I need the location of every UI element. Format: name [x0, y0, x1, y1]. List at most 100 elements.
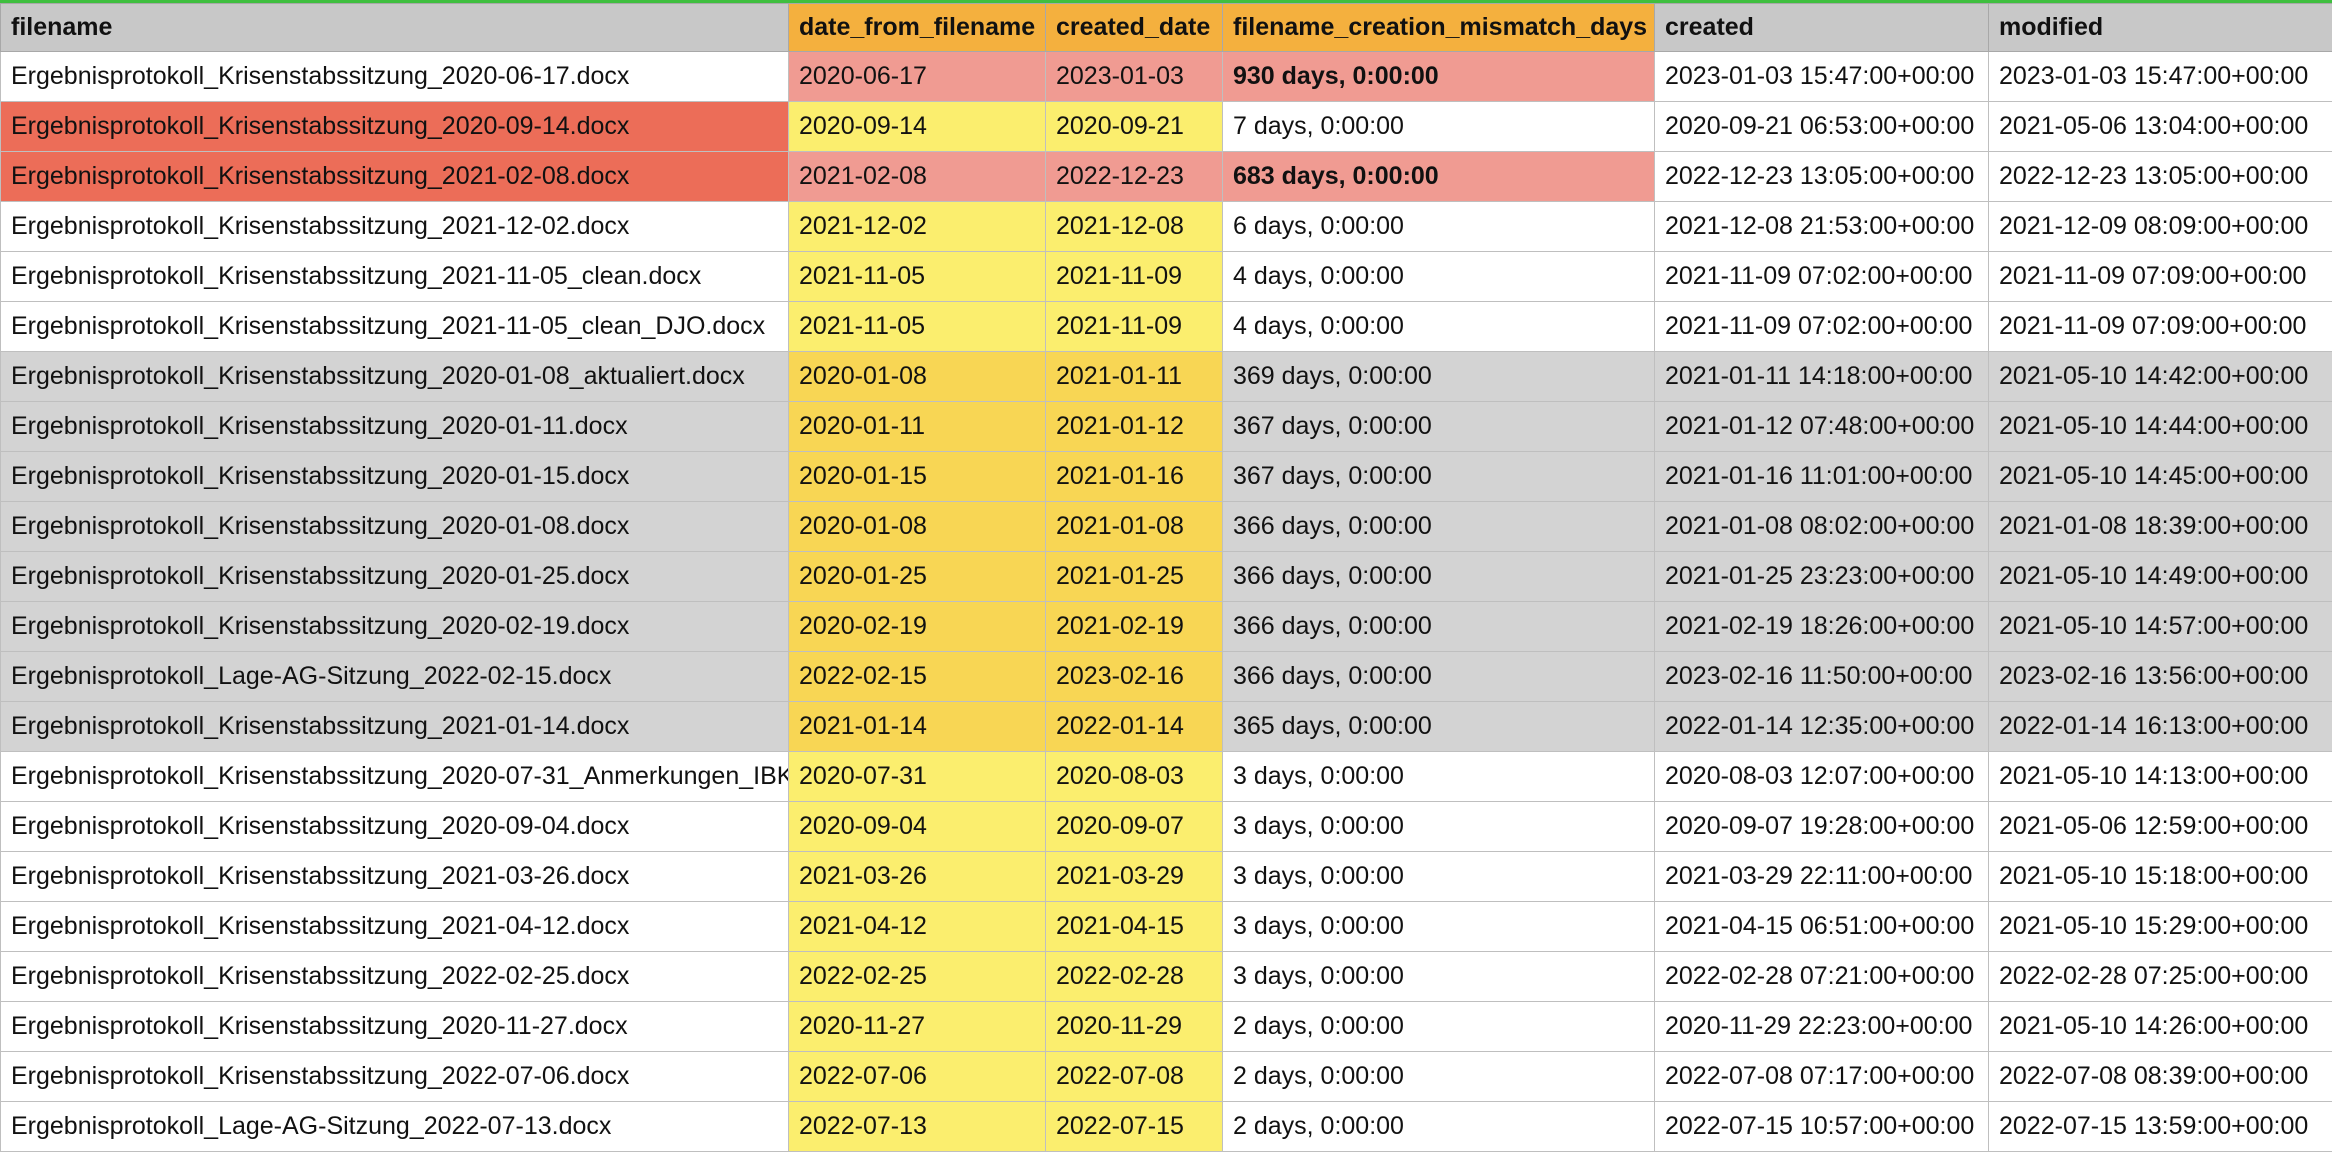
cell-mismatch-days[interactable]: 3 days, 0:00:00	[1222, 951, 1655, 1002]
cell-modified[interactable]: 2022-07-15 13:59:00+00:00	[1988, 1101, 2332, 1152]
cell-modified[interactable]: 2021-05-10 15:29:00+00:00	[1988, 901, 2332, 952]
table-row[interactable]: Ergebnisprotokoll_Krisenstabssitzung_202…	[0, 901, 2332, 952]
cell-filename[interactable]: Ergebnisprotokoll_Krisenstabssitzung_202…	[0, 301, 789, 352]
cell-date-from-filename[interactable]: 2020-01-11	[788, 401, 1046, 452]
cell-date-from-filename[interactable]: 2020-09-04	[788, 801, 1046, 852]
cell-created-date[interactable]: 2021-12-08	[1045, 201, 1223, 252]
cell-created-date[interactable]: 2020-11-29	[1045, 1001, 1223, 1052]
cell-created[interactable]: 2021-03-29 22:11:00+00:00	[1654, 851, 1989, 902]
cell-mismatch-days[interactable]: 683 days, 0:00:00	[1222, 151, 1655, 202]
cell-filename[interactable]: Ergebnisprotokoll_Krisenstabssitzung_202…	[0, 551, 789, 602]
cell-mismatch-days[interactable]: 2 days, 0:00:00	[1222, 1001, 1655, 1052]
cell-created-date[interactable]: 2021-03-29	[1045, 851, 1223, 902]
cell-modified[interactable]: 2021-05-10 14:49:00+00:00	[1988, 551, 2332, 602]
cell-filename[interactable]: Ergebnisprotokoll_Krisenstabssitzung_202…	[0, 451, 789, 502]
table-row[interactable]: Ergebnisprotokoll_Krisenstabssitzung_202…	[0, 801, 2332, 852]
table-row[interactable]: Ergebnisprotokoll_Krisenstabssitzung_202…	[0, 51, 2332, 102]
cell-modified[interactable]: 2022-07-08 08:39:00+00:00	[1988, 1051, 2332, 1102]
cell-created-date[interactable]: 2022-01-14	[1045, 701, 1223, 752]
cell-created[interactable]: 2021-01-16 11:01:00+00:00	[1654, 451, 1989, 502]
cell-mismatch-days[interactable]: 7 days, 0:00:00	[1222, 101, 1655, 152]
cell-created[interactable]: 2020-09-07 19:28:00+00:00	[1654, 801, 1989, 852]
cell-date-from-filename[interactable]: 2020-01-08	[788, 501, 1046, 552]
column-header-created-date[interactable]: created_date	[1045, 3, 1223, 52]
table-row[interactable]: Ergebnisprotokoll_Krisenstabssitzung_202…	[0, 701, 2332, 752]
cell-created[interactable]: 2021-04-15 06:51:00+00:00	[1654, 901, 1989, 952]
cell-filename[interactable]: Ergebnisprotokoll_Krisenstabssitzung_202…	[0, 51, 789, 102]
cell-date-from-filename[interactable]: 2021-04-12	[788, 901, 1046, 952]
cell-date-from-filename[interactable]: 2020-02-19	[788, 601, 1046, 652]
cell-date-from-filename[interactable]: 2022-07-13	[788, 1101, 1046, 1152]
cell-created-date[interactable]: 2022-12-23	[1045, 151, 1223, 202]
cell-filename[interactable]: Ergebnisprotokoll_Krisenstabssitzung_202…	[0, 601, 789, 652]
cell-date-from-filename[interactable]: 2020-01-25	[788, 551, 1046, 602]
cell-modified[interactable]: 2023-01-03 15:47:00+00:00	[1988, 51, 2332, 102]
cell-filename[interactable]: Ergebnisprotokoll_Lage-AG-Sitzung_2022-0…	[0, 651, 789, 702]
cell-filename[interactable]: Ergebnisprotokoll_Krisenstabssitzung_202…	[0, 401, 789, 452]
cell-date-from-filename[interactable]: 2021-01-14	[788, 701, 1046, 752]
column-header-created[interactable]: created	[1654, 3, 1989, 52]
table-row[interactable]: Ergebnisprotokoll_Krisenstabssitzung_202…	[0, 401, 2332, 452]
cell-filename[interactable]: Ergebnisprotokoll_Krisenstabssitzung_202…	[0, 501, 789, 552]
cell-mismatch-days[interactable]: 930 days, 0:00:00	[1222, 51, 1655, 102]
cell-created[interactable]: 2021-01-25 23:23:00+00:00	[1654, 551, 1989, 602]
table-row[interactable]: Ergebnisprotokoll_Krisenstabssitzung_202…	[0, 951, 2332, 1002]
cell-date-from-filename[interactable]: 2021-11-05	[788, 301, 1046, 352]
cell-modified[interactable]: 2021-01-08 18:39:00+00:00	[1988, 501, 2332, 552]
cell-created-date[interactable]: 2022-07-08	[1045, 1051, 1223, 1102]
cell-date-from-filename[interactable]: 2022-02-15	[788, 651, 1046, 702]
cell-modified[interactable]: 2022-12-23 13:05:00+00:00	[1988, 151, 2332, 202]
cell-created[interactable]: 2022-12-23 13:05:00+00:00	[1654, 151, 1989, 202]
cell-mismatch-days[interactable]: 4 days, 0:00:00	[1222, 251, 1655, 302]
cell-created[interactable]: 2022-02-28 07:21:00+00:00	[1654, 951, 1989, 1002]
cell-modified[interactable]: 2021-05-10 14:13:00+00:00	[1988, 751, 2332, 802]
cell-modified[interactable]: 2021-05-10 14:42:00+00:00	[1988, 351, 2332, 402]
table-row[interactable]: Ergebnisprotokoll_Krisenstabssitzung_202…	[0, 601, 2332, 652]
cell-created[interactable]: 2021-01-12 07:48:00+00:00	[1654, 401, 1989, 452]
cell-created[interactable]: 2023-02-16 11:50:00+00:00	[1654, 651, 1989, 702]
cell-modified[interactable]: 2021-05-10 14:45:00+00:00	[1988, 451, 2332, 502]
cell-mismatch-days[interactable]: 2 days, 0:00:00	[1222, 1051, 1655, 1102]
cell-created-date[interactable]: 2021-11-09	[1045, 251, 1223, 302]
table-row[interactable]: Ergebnisprotokoll_Lage-AG-Sitzung_2022-0…	[0, 1101, 2332, 1152]
cell-created[interactable]: 2021-12-08 21:53:00+00:00	[1654, 201, 1989, 252]
cell-created-date[interactable]: 2021-04-15	[1045, 901, 1223, 952]
cell-modified[interactable]: 2023-02-16 13:56:00+00:00	[1988, 651, 2332, 702]
cell-modified[interactable]: 2022-01-14 16:13:00+00:00	[1988, 701, 2332, 752]
cell-created[interactable]: 2020-11-29 22:23:00+00:00	[1654, 1001, 1989, 1052]
cell-date-from-filename[interactable]: 2020-01-08	[788, 351, 1046, 402]
table-row[interactable]: Ergebnisprotokoll_Krisenstabssitzung_202…	[0, 301, 2332, 352]
cell-filename[interactable]: Ergebnisprotokoll_Krisenstabssitzung_202…	[0, 1001, 789, 1052]
cell-mismatch-days[interactable]: 4 days, 0:00:00	[1222, 301, 1655, 352]
cell-modified[interactable]: 2021-11-09 07:09:00+00:00	[1988, 301, 2332, 352]
table-row[interactable]: Ergebnisprotokoll_Krisenstabssitzung_202…	[0, 551, 2332, 602]
table-row[interactable]: Ergebnisprotokoll_Krisenstabssitzung_202…	[0, 451, 2332, 502]
cell-modified[interactable]: 2021-05-10 15:18:00+00:00	[1988, 851, 2332, 902]
cell-mismatch-days[interactable]: 3 days, 0:00:00	[1222, 851, 1655, 902]
cell-modified[interactable]: 2021-05-10 14:26:00+00:00	[1988, 1001, 2332, 1052]
column-header-mismatch-days[interactable]: filename_creation_mismatch_days	[1222, 3, 1655, 52]
cell-filename[interactable]: Ergebnisprotokoll_Krisenstabssitzung_202…	[0, 351, 789, 402]
cell-filename[interactable]: Ergebnisprotokoll_Krisenstabssitzung_202…	[0, 901, 789, 952]
cell-mismatch-days[interactable]: 365 days, 0:00:00	[1222, 701, 1655, 752]
table-row[interactable]: Ergebnisprotokoll_Krisenstabssitzung_202…	[0, 201, 2332, 252]
cell-date-from-filename[interactable]: 2020-06-17	[788, 51, 1046, 102]
cell-created[interactable]: 2021-11-09 07:02:00+00:00	[1654, 301, 1989, 352]
cell-date-from-filename[interactable]: 2020-09-14	[788, 101, 1046, 152]
cell-mismatch-days[interactable]: 366 days, 0:00:00	[1222, 601, 1655, 652]
cell-modified[interactable]: 2021-12-09 08:09:00+00:00	[1988, 201, 2332, 252]
cell-created[interactable]: 2022-01-14 12:35:00+00:00	[1654, 701, 1989, 752]
table-row[interactable]: Ergebnisprotokoll_Krisenstabssitzung_202…	[0, 851, 2332, 902]
cell-date-from-filename[interactable]: 2020-07-31	[788, 751, 1046, 802]
cell-created-date[interactable]: 2021-01-25	[1045, 551, 1223, 602]
cell-created-date[interactable]: 2022-02-28	[1045, 951, 1223, 1002]
table-row[interactable]: Ergebnisprotokoll_Krisenstabssitzung_202…	[0, 1051, 2332, 1102]
cell-modified[interactable]: 2021-05-10 14:44:00+00:00	[1988, 401, 2332, 452]
cell-date-from-filename[interactable]: 2021-12-02	[788, 201, 1046, 252]
cell-created-date[interactable]: 2020-09-07	[1045, 801, 1223, 852]
cell-created[interactable]: 2022-07-15 10:57:00+00:00	[1654, 1101, 1989, 1152]
cell-mismatch-days[interactable]: 367 days, 0:00:00	[1222, 451, 1655, 502]
cell-mismatch-days[interactable]: 6 days, 0:00:00	[1222, 201, 1655, 252]
cell-created-date[interactable]: 2023-01-03	[1045, 51, 1223, 102]
cell-date-from-filename[interactable]: 2021-02-08	[788, 151, 1046, 202]
